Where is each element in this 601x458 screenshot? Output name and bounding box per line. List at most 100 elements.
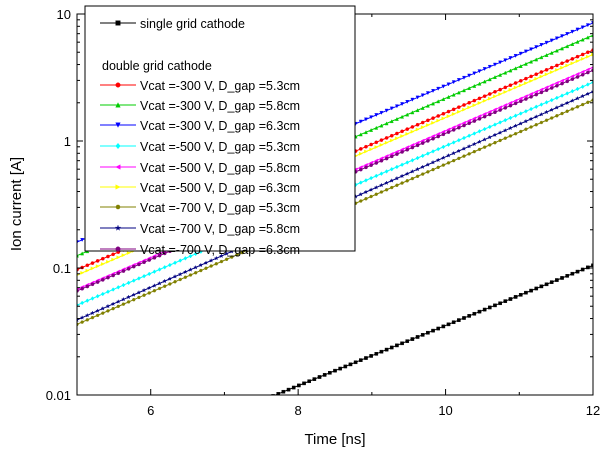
series-10-point: [482, 114, 487, 119]
series-8-point: [193, 271, 198, 275]
series-4-point: [436, 86, 441, 91]
series-5-point: [498, 120, 502, 125]
series-9-point: [471, 141, 477, 147]
series-1-point: [307, 379, 312, 384]
series-8-point: [415, 174, 420, 178]
series-7-point: [426, 123, 430, 127]
series-5-point: [441, 144, 446, 150]
series-8-point: [235, 253, 239, 257]
series-3-point: [358, 132, 363, 137]
series-10-point: [369, 163, 373, 167]
series-8-point: [472, 150, 477, 154]
series-10-point: [95, 280, 100, 284]
series-4-point: [554, 36, 559, 41]
series-3-point: [482, 79, 487, 84]
series-8-point: [410, 176, 415, 181]
series-1-point: [168, 437, 171, 440]
series-4-point: [415, 95, 420, 100]
series-1-point: [446, 322, 451, 327]
series-1-point: [508, 297, 513, 301]
series-9-point: [513, 123, 519, 128]
series-9-point: [219, 253, 224, 259]
series-10-point: [426, 139, 430, 143]
series-7-point: [420, 125, 425, 130]
series-7-point: [539, 74, 544, 79]
series-9-point: [466, 143, 472, 149]
series-7-point: [549, 70, 554, 75]
series-10-point: [405, 147, 410, 152]
series-8-point: [152, 289, 157, 293]
series-1-point: [539, 284, 544, 289]
legend-box: [84, 5, 356, 252]
series-8-point: [565, 109, 570, 113]
series-3-point: [544, 53, 549, 57]
series-9-point: [224, 251, 230, 256]
series-6-point: [544, 85, 549, 90]
series-10-point: [85, 284, 90, 289]
legend-subheading: double grid cathode: [102, 59, 212, 73]
legend-label: single grid cathode: [140, 17, 245, 31]
series-7-point: [384, 140, 389, 145]
series-9-point: [182, 269, 188, 275]
series-4-point: [477, 69, 482, 74]
series-5-point: [80, 300, 85, 306]
series-1-point: [251, 403, 254, 406]
series-9-point: [151, 283, 157, 288]
series-7-point: [503, 90, 508, 94]
series-4-point: [472, 71, 477, 76]
x-tick-label: 6: [147, 403, 154, 418]
series-3-point: [394, 116, 399, 121]
series-1-point: [189, 428, 192, 431]
series-8-point: [539, 120, 544, 125]
series-3-point: [425, 103, 430, 108]
series-5-point: [529, 106, 533, 112]
series-2-point: [575, 54, 580, 59]
series-3-point: [585, 35, 590, 40]
series-5-point: [374, 173, 379, 179]
series-8-point: [586, 100, 590, 104]
legend-marker: [114, 224, 122, 231]
series-9-point: [575, 95, 580, 101]
series-8-point: [549, 116, 554, 120]
series-1-point: [389, 345, 394, 350]
series-2-point: [539, 70, 544, 74]
series-8-point: [467, 152, 471, 156]
series-3-point: [369, 128, 374, 132]
series-5-point: [544, 100, 549, 105]
series-5-point: [142, 273, 146, 279]
series-9-point: [404, 171, 410, 176]
series-1-point: [173, 434, 176, 437]
series-5-point: [364, 178, 368, 183]
series-1-point: [451, 320, 456, 325]
series-1-point: [235, 409, 238, 412]
series-8-point: [487, 143, 492, 147]
series-4-point: [539, 43, 544, 47]
series-10-point: [477, 117, 482, 121]
series-2-point: [580, 52, 585, 57]
series-4-point: [560, 34, 564, 39]
series-4-point: [425, 91, 430, 96]
series-7-point: [126, 251, 131, 255]
series-4-point: [431, 89, 435, 93]
series-1-point: [575, 269, 580, 274]
series-4-point: [518, 51, 523, 56]
series-9-point: [585, 91, 591, 96]
series-1-point: [225, 413, 228, 416]
series-1-point: [210, 420, 213, 423]
series-1-point: [555, 278, 559, 282]
series-4-point: [441, 84, 446, 89]
series-5-point: [111, 287, 115, 292]
series-10-point: [410, 145, 415, 150]
legend-marker: [115, 246, 121, 252]
series-6-point: [467, 118, 471, 123]
series-1-point: [297, 383, 301, 388]
series-1-point: [457, 318, 461, 322]
series-8-point: [147, 291, 152, 295]
legend-label: Vcat =-500 V, D_gap =6.3cm: [140, 181, 300, 195]
series-1-point: [148, 445, 151, 448]
series-3-point: [456, 90, 461, 95]
legend-items: single grid cathode Vcat =-300 V, D_gap =…: [100, 17, 300, 257]
series-8-point: [204, 266, 208, 270]
series-4-point: [394, 104, 399, 109]
legend-marker: [115, 142, 121, 150]
